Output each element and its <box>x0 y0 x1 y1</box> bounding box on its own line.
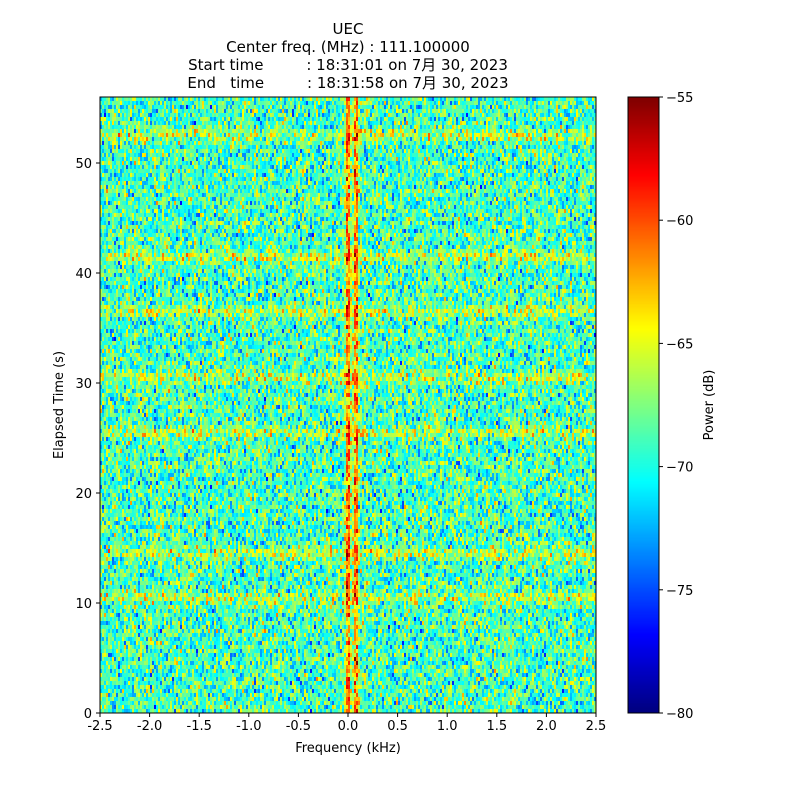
colorbar-label: Power (dB) <box>702 370 717 441</box>
colorbar-ticks: −80 −75 −70 −65 −60 −55 <box>659 91 693 722</box>
x-tick-label: 2.5 <box>586 719 607 734</box>
colorbar-tick-label: −60 <box>666 214 693 229</box>
y-tick-label: 30 <box>75 377 92 392</box>
plot-frame <box>99 96 597 714</box>
y-tick-label: 20 <box>75 487 92 502</box>
x-tick-label: -1.5 <box>187 719 212 734</box>
x-tick-label: -0.5 <box>286 719 311 734</box>
y-tick-label: 50 <box>75 157 92 172</box>
x-tick-label: -2.5 <box>87 719 112 734</box>
x-tick-label: -1.0 <box>236 719 261 734</box>
colorbar-frame <box>627 96 660 714</box>
y-tick-label: 0 <box>84 707 92 722</box>
x-tick-label: 2.0 <box>536 719 557 734</box>
spectrogram-heatmap <box>100 97 596 713</box>
x-tick-label: 1.5 <box>486 719 507 734</box>
colorbar-tick-label: −65 <box>666 337 693 352</box>
title-block: UEC Center freq. (MHz) : 111.100000 Star… <box>98 20 598 92</box>
center-freq-line: Center freq. (MHz) : 111.100000 <box>226 38 470 56</box>
y-tick-label: 40 <box>75 267 92 282</box>
x-tick-label: 1.0 <box>437 719 458 734</box>
y-axis-label: Elapsed Time (s) <box>52 351 67 459</box>
x-tick-label: -2.0 <box>137 719 162 734</box>
y-tick-label: 10 <box>75 597 92 612</box>
x-tick-label: 0.0 <box>338 719 359 734</box>
chart-title: UEC <box>332 20 364 38</box>
end-time-line: End time : 18:31:58 on 7月 30, 2023 <box>187 74 509 92</box>
y-axis-ticks: 0 10 20 30 40 50 <box>75 157 100 722</box>
colorbar-tick-label: −70 <box>666 461 693 476</box>
x-axis-label: Frequency (kHz) <box>295 741 401 756</box>
colorbar-tick-label: −80 <box>666 707 693 722</box>
x-axis-ticks: -2.5 -2.0 -1.5 -1.0 -0.5 0.0 0.5 1.0 1.5 2.0 2.5 <box>87 713 606 734</box>
x-tick-label: 0.5 <box>387 719 408 734</box>
colorbar-tick-label: −55 <box>666 91 693 106</box>
start-time-line: Start time : 18:31:01 on 7月 30, 2023 <box>188 56 508 74</box>
colorbar-gradient <box>628 97 659 713</box>
colorbar-tick-label: −75 <box>666 584 693 599</box>
